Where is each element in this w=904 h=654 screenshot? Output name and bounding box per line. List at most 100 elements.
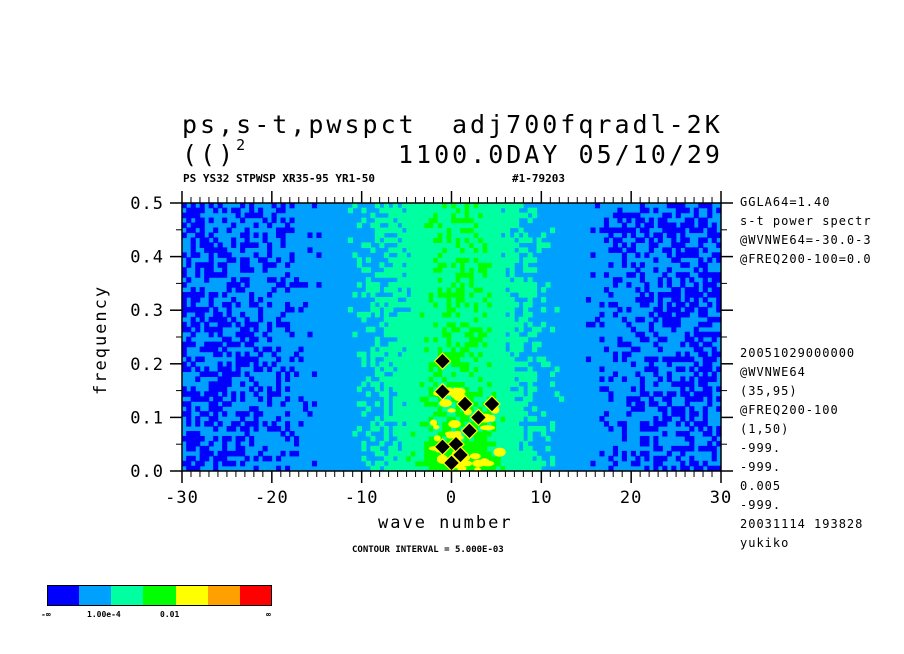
heatmap-cell	[487, 217, 493, 224]
heatmap-high-cell	[446, 432, 455, 439]
heatmap-cell	[410, 386, 416, 392]
heatmap-cell	[406, 376, 412, 382]
heatmap-cell	[428, 202, 434, 209]
heatmap-cell	[226, 306, 232, 313]
side-info-line: @WVNWE64	[740, 365, 806, 379]
heatmap-cell	[379, 450, 385, 457]
heatmap-cell	[442, 202, 448, 209]
heatmap-cell	[702, 386, 708, 392]
heatmap-cell	[707, 202, 713, 209]
heatmap-cell	[469, 267, 475, 273]
heatmap-cell	[500, 465, 506, 472]
heatmap-cell	[491, 445, 497, 452]
heatmap-cell	[711, 435, 717, 442]
heatmap-cell	[451, 376, 457, 382]
title-line2-left: (()2	[182, 138, 248, 168]
heatmap-cell	[235, 356, 241, 363]
heatmap-cell	[253, 321, 259, 328]
heatmap-cell	[262, 217, 268, 224]
heatmap-cell	[392, 406, 398, 412]
heatmap-cell	[455, 351, 461, 358]
heatmap-cell	[491, 287, 497, 293]
heatmap-cell	[675, 430, 681, 437]
heatmap-cell	[311, 371, 318, 378]
heatmap-cell	[442, 411, 448, 417]
heatmap-cell	[698, 311, 704, 318]
heatmap-cell	[648, 242, 654, 248]
heatmap-cell	[478, 282, 484, 288]
heatmap-cell	[460, 247, 466, 253]
heatmap-cell	[648, 396, 654, 402]
heatmap-cell	[487, 282, 493, 288]
heatmap-cell	[702, 406, 708, 412]
heatmap-cell	[707, 316, 713, 323]
heatmap-cell	[464, 222, 470, 229]
heatmap-cell	[446, 376, 452, 382]
heatmap-cell	[698, 272, 704, 278]
heatmap-cell	[271, 351, 277, 358]
heatmap-cell	[397, 426, 403, 432]
heatmap-cell	[419, 460, 425, 467]
heatmap-cell	[532, 212, 538, 219]
heatmap-cell	[446, 326, 452, 333]
heatmap-cell	[217, 262, 223, 268]
heatmap-cell	[289, 282, 295, 288]
heatmap-cell	[419, 237, 425, 244]
heatmap-cell	[689, 247, 695, 253]
heatmap-cell	[383, 430, 389, 437]
heatmap-cell	[464, 311, 470, 318]
heatmap-cell	[446, 336, 452, 343]
heatmap-cell	[702, 277, 708, 283]
heatmap-cell	[684, 262, 690, 268]
heatmap-cell	[630, 212, 636, 219]
heatmap-cell	[235, 440, 241, 447]
heatmap-cell	[397, 396, 403, 402]
heatmap-cell	[352, 430, 358, 437]
heatmap-cell	[419, 331, 425, 338]
heatmap-cell	[419, 351, 425, 358]
x-tick-label: -30	[165, 488, 199, 508]
heatmap-high-cell	[447, 408, 456, 413]
heatmap-cell	[262, 267, 268, 273]
heatmap-cell	[478, 267, 484, 273]
heatmap-cell	[365, 282, 371, 288]
heatmap-cell	[262, 346, 268, 353]
heatmap-cell	[689, 227, 695, 234]
heatmap-cell	[428, 247, 434, 253]
heatmap-cell	[285, 272, 291, 278]
heatmap-cell	[388, 460, 394, 467]
heatmap-cell	[370, 222, 376, 229]
heatmap-cell	[181, 401, 187, 407]
heatmap-high-cell	[453, 430, 462, 437]
heatmap-cell	[514, 445, 520, 452]
heatmap-cell	[487, 321, 493, 328]
heatmap-cell	[500, 321, 506, 328]
heatmap-cell	[204, 247, 210, 253]
heatmap-cell	[442, 381, 448, 387]
side-info-line: @FREQ200-100=0.0	[740, 252, 872, 266]
heatmap-cell	[482, 306, 488, 313]
heatmap-cell	[644, 336, 650, 343]
heatmap-cell	[392, 267, 398, 273]
heatmap-cell	[671, 222, 677, 229]
heatmap-cell	[406, 455, 412, 462]
heatmap-cell	[424, 202, 430, 209]
heatmap-cell	[675, 287, 681, 293]
heatmap-cell	[415, 292, 421, 298]
heatmap-cell	[500, 341, 506, 348]
heatmap-cell	[446, 416, 452, 422]
heatmap-cell	[397, 292, 403, 298]
heatmap-cell	[635, 212, 641, 219]
heatmap-cell	[532, 346, 538, 353]
heatmap-cell	[671, 287, 677, 293]
heatmap-cell	[514, 351, 520, 358]
heatmap-cell	[523, 361, 529, 368]
heatmap-cell	[460, 217, 466, 224]
heatmap-cell	[419, 227, 425, 234]
heatmap-cell	[370, 287, 376, 293]
heatmap-cell	[509, 336, 515, 343]
heatmap-cell	[401, 455, 407, 462]
heatmap-cell	[235, 366, 241, 373]
heatmap-cell	[181, 460, 187, 467]
heatmap-cell	[635, 287, 641, 293]
